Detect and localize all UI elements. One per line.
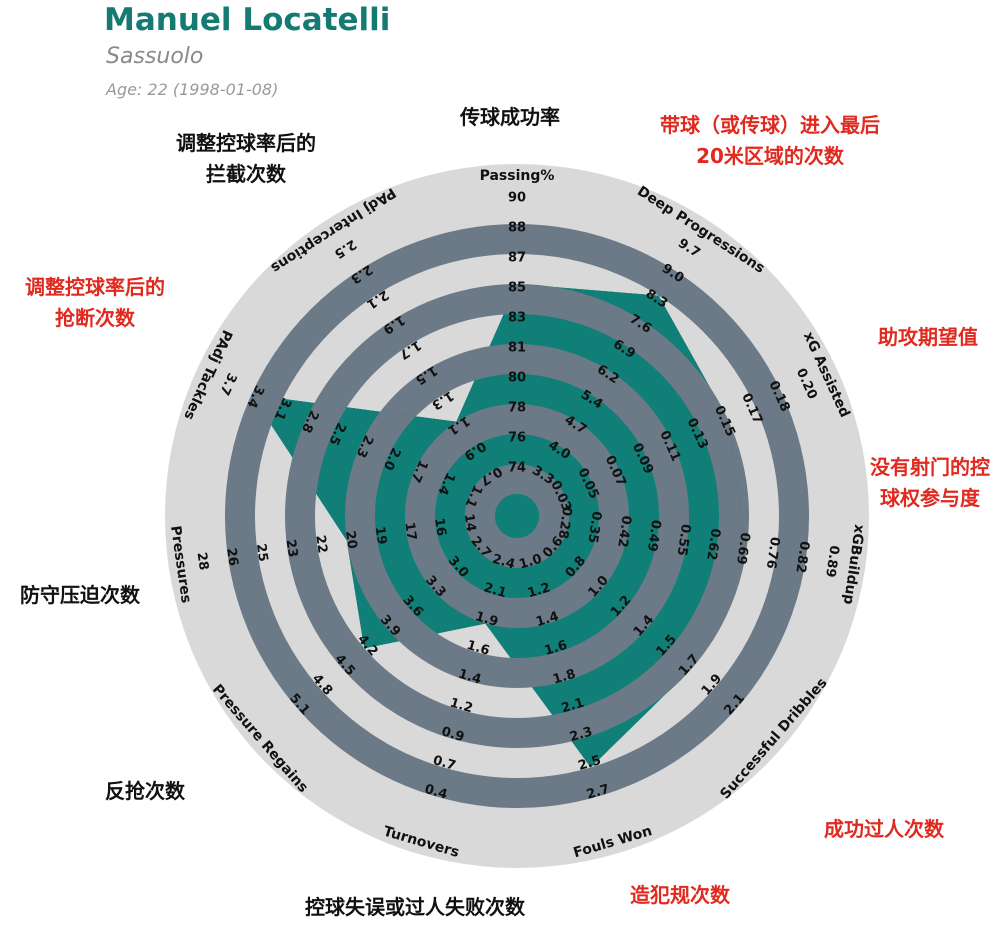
annotation-label: 调整控球率后的 拦截次数 bbox=[176, 131, 316, 186]
tick-label: 1.0 bbox=[517, 552, 543, 573]
tick-label: 87 bbox=[508, 251, 526, 266]
tick-label: 0.55 bbox=[674, 523, 693, 557]
tick-label: 0.28 bbox=[555, 506, 574, 540]
tick-label: 19 bbox=[372, 526, 389, 546]
annotation-label: 调整控球率后的 抢断次数 bbox=[25, 275, 165, 330]
annotation-label: 造犯规次数 bbox=[630, 883, 730, 907]
tick-label: 80 bbox=[508, 371, 526, 386]
tick-label: 2.7 bbox=[585, 782, 611, 803]
tick-label: 1.2 bbox=[448, 696, 474, 717]
tick-label: 81 bbox=[508, 341, 526, 356]
tick-label: 26 bbox=[223, 547, 240, 567]
annotation-label: 防守压迫次数 bbox=[20, 583, 140, 607]
annotation-label: 反抢次数 bbox=[105, 779, 185, 803]
annotation-label: 带球（或传球）进入最后 20米区域的次数 bbox=[660, 113, 880, 168]
annotation-label: 控球失误或过人失败次数 bbox=[305, 895, 525, 919]
tick-label: 74 bbox=[508, 461, 526, 476]
team-name: Sassuolo bbox=[106, 44, 204, 69]
tick-label: 1.4 bbox=[534, 609, 560, 630]
tick-label: 2.5 bbox=[577, 753, 603, 774]
tick-label: 2.3 bbox=[568, 724, 594, 745]
tick-label: 23 bbox=[283, 538, 300, 558]
axis-label: Passing% bbox=[480, 168, 555, 184]
tick-label: 88 bbox=[508, 221, 526, 236]
tick-label: 1.8 bbox=[551, 667, 577, 688]
tick-label: 1.2 bbox=[526, 580, 552, 601]
tick-label: 0.82 bbox=[792, 540, 811, 574]
tick-label: 0.42 bbox=[614, 514, 633, 548]
tick-label: 0.76 bbox=[763, 536, 782, 570]
tick-label: 90 bbox=[508, 191, 526, 206]
tick-label: 78 bbox=[508, 401, 526, 416]
player-center bbox=[495, 494, 539, 538]
tick-label: 0.69 bbox=[733, 531, 752, 565]
tick-label: 0.4 bbox=[423, 782, 449, 803]
tick-label: 28 bbox=[193, 551, 210, 571]
tick-label: 2.1 bbox=[482, 580, 508, 601]
tick-label: 25 bbox=[253, 543, 270, 563]
player-name: Manuel Locatelli bbox=[104, 2, 391, 38]
annotation-label: 传球成功率 bbox=[460, 105, 560, 129]
tick-label: 76 bbox=[508, 431, 526, 446]
tick-label: 0.49 bbox=[644, 519, 663, 553]
tick-label: 83 bbox=[508, 311, 526, 326]
tick-label: 16 bbox=[431, 517, 448, 537]
tick-label: 22 bbox=[312, 534, 329, 554]
tick-label: 1.6 bbox=[465, 638, 491, 659]
tick-label: 20 bbox=[342, 530, 359, 550]
annotation-label: 助攻期望值 bbox=[878, 325, 978, 349]
tick-label: 1.4 bbox=[457, 667, 483, 688]
tick-label: 2.1 bbox=[560, 696, 586, 717]
annotation-label: 没有射门的控 球权参与度 bbox=[870, 455, 990, 510]
tick-label: 1.6 bbox=[543, 638, 569, 659]
tick-label: 0.89 bbox=[822, 544, 841, 578]
tick-label: 1.9 bbox=[473, 609, 499, 630]
tick-label: 2.4 bbox=[490, 552, 516, 573]
tick-label: 0.62 bbox=[703, 527, 722, 561]
tick-label: 85 bbox=[508, 281, 526, 296]
tick-label: 0.7 bbox=[431, 753, 457, 774]
tick-label: 0.35 bbox=[584, 510, 603, 544]
tick-label: 14 bbox=[461, 513, 478, 533]
player-age: Age: 22 (1998-01-08) bbox=[106, 80, 279, 99]
tick-label: 0.9 bbox=[440, 724, 466, 745]
tick-label: 17 bbox=[401, 521, 418, 541]
annotation-label: 成功过人次数 bbox=[824, 817, 944, 841]
